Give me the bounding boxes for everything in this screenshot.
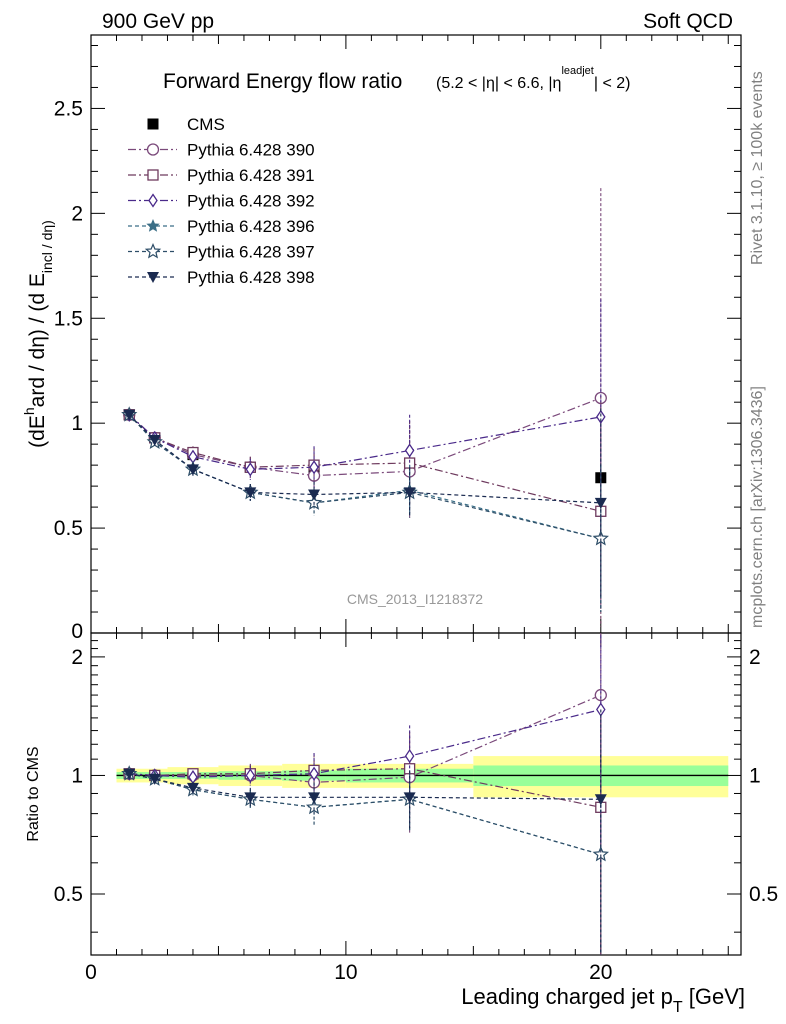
- marker: [403, 792, 416, 804]
- marker: [308, 489, 321, 501]
- marker: [148, 773, 161, 785]
- ratio-y-tick-label: 2: [71, 646, 83, 669]
- marker: [186, 464, 199, 476]
- x-tick-label: 10: [334, 961, 357, 984]
- legend-label: Pythia 6.428 398: [187, 268, 315, 287]
- header-left: 900 GeV pp: [102, 10, 214, 33]
- legend-label: Pythia 6.428 396: [187, 217, 315, 236]
- series-line: [128, 414, 601, 540]
- marker: [144, 242, 162, 259]
- ratio-panel: 0.5 0.5 1 1 2 2 0 10 20 Ratio to CMS Leading ch…: [25, 632, 778, 1016]
- main-series: [121, 188, 609, 627]
- marker: [148, 193, 158, 208]
- rivet-version-label: Rivet 3.1.10, ≥ 100k events: [749, 71, 766, 265]
- legend-label: CMS: [187, 115, 225, 134]
- chart-title: Forward Energy flow ratio (5.2 < |η| < 6…: [163, 65, 630, 93]
- marker: [147, 169, 159, 181]
- marker: [146, 219, 160, 232]
- legend-label: Pythia 6.428 390: [187, 141, 315, 160]
- marker: [305, 798, 323, 815]
- main-y-axis-label: (dEhard / dη) / (d Eincl / dη): [21, 220, 55, 448]
- marker: [148, 434, 161, 446]
- header-right: Soft QCD: [643, 10, 733, 33]
- marker: [244, 487, 257, 499]
- legend-entry: Pythia 6.428 392: [128, 192, 315, 211]
- marker: [309, 460, 319, 475]
- marker: [594, 497, 607, 509]
- y-tick-label: 2: [71, 202, 83, 225]
- legend-label: Pythia 6.428 392: [187, 192, 315, 211]
- ratio-y-tick-label: 0.5: [54, 883, 83, 906]
- legend-entry: CMS: [147, 115, 225, 134]
- ratio-series-391: [123, 691, 607, 955]
- legend-entry: Pythia 6.428 398: [128, 268, 315, 287]
- marker: [404, 748, 415, 764]
- ratio-y-tick-label-right: 0.5: [749, 883, 778, 906]
- marker: [592, 530, 609, 546]
- marker: [594, 794, 607, 806]
- main-axis-ticks: [90, 35, 741, 634]
- y-tick-label-zero: 0: [71, 620, 83, 643]
- legend-entry: Pythia 6.428 390: [128, 141, 315, 160]
- y-tick-label: 2.5: [54, 97, 83, 120]
- marker: [123, 768, 136, 780]
- marker: [147, 272, 159, 283]
- ratio-y-tick-label-right: 1: [749, 764, 761, 787]
- mcplots-label: mcplots.cern.ch [arXiv:1306.3436]: [749, 386, 766, 628]
- ratio-y-axis-label: Ratio to CMS: [25, 746, 42, 841]
- x-axis-label: Leading charged jet pT [GeV]: [461, 984, 745, 1016]
- analysis-label: CMS_2013_I1218372: [347, 591, 483, 607]
- legend-entry: Pythia 6.428 396: [128, 217, 315, 236]
- marker: [309, 766, 319, 781]
- ratio-y-tick-labels: 0.5 0.5 1 1 2 2: [54, 646, 778, 906]
- ratio-uncertainty-bands: [116, 756, 729, 798]
- y-tick-label: 1.5: [54, 307, 83, 330]
- marker: [404, 443, 415, 458]
- legend: CMS Pythia 6.428 390 Pythia 6.428 391 Pythi…: [128, 115, 315, 287]
- ratio-series-398: [123, 709, 607, 955]
- series-line: [128, 414, 601, 540]
- ratio-y-tick-label: 1: [71, 764, 83, 787]
- y-tick-label: 0.5: [54, 517, 83, 540]
- marker: [146, 143, 160, 156]
- chart-title-main: Forward Energy flow ratio: [163, 70, 402, 93]
- series-396: [122, 407, 608, 613]
- main-panel: 0.5 1 1.5 2 2.5 0 Forward Energy flow ratio (…: [21, 34, 742, 643]
- marker: [596, 409, 606, 425]
- marker: [123, 409, 136, 421]
- ratio-axis-ticks: [90, 633, 741, 955]
- x-tick-label: 0: [85, 961, 97, 984]
- series-line: [128, 397, 602, 477]
- series-398: [123, 408, 607, 598]
- legend-label: Pythia 6.428 397: [187, 243, 315, 262]
- legend-label: Pythia 6.428 391: [187, 166, 315, 185]
- series-line: [128, 414, 601, 470]
- ratio-series-392: [124, 635, 606, 844]
- marker: [147, 118, 159, 130]
- legend-entry: Pythia 6.428 391: [128, 166, 315, 185]
- x-tick-label: 20: [589, 961, 612, 984]
- ratio-frame: [90, 632, 742, 956]
- y-tick-label: 1: [71, 412, 83, 435]
- marker: [308, 792, 321, 804]
- series-397: [121, 406, 609, 613]
- ratio-series: [121, 633, 610, 955]
- marker: [244, 792, 257, 804]
- marker: [245, 462, 256, 477]
- chart-title-cuts: (5.2 < |η| < 6.6, |ηleadjet| < 2): [436, 65, 630, 92]
- marker: [403, 487, 416, 499]
- main-y-tick-labels: 0.5 1 1.5 2 2.5 0: [54, 97, 83, 643]
- x-tick-labels: 0 10 20: [85, 961, 612, 984]
- ratio-y-tick-label-right: 2: [749, 646, 761, 669]
- marker: [245, 768, 256, 783]
- marker: [186, 782, 199, 794]
- marker: [592, 845, 610, 862]
- legend-entry: Pythia 6.428 397: [128, 243, 315, 262]
